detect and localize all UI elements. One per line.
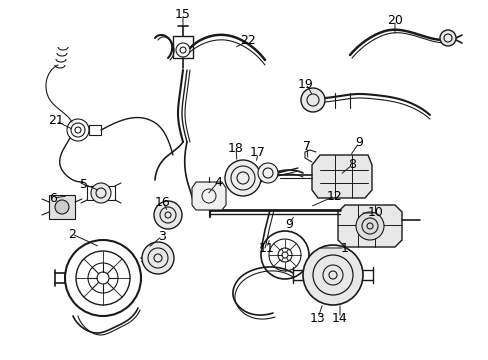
Circle shape (55, 200, 69, 214)
Polygon shape (337, 205, 401, 247)
Text: 11: 11 (259, 242, 274, 255)
Bar (173, 36, 193, 58)
Text: 13: 13 (309, 311, 325, 324)
Text: 5: 5 (80, 177, 88, 190)
Text: 9: 9 (285, 217, 292, 230)
Bar (49, 195, 75, 219)
Text: 3: 3 (158, 230, 165, 243)
Circle shape (142, 242, 174, 274)
Text: 21: 21 (48, 114, 64, 127)
Text: 16: 16 (155, 195, 170, 208)
Text: 2: 2 (68, 228, 76, 240)
Circle shape (301, 88, 325, 112)
Circle shape (154, 201, 182, 229)
Text: 19: 19 (298, 77, 313, 90)
Text: 14: 14 (331, 311, 347, 324)
Text: 4: 4 (214, 175, 222, 189)
Text: 9: 9 (354, 136, 362, 149)
Text: 8: 8 (347, 158, 355, 171)
Circle shape (355, 212, 383, 240)
Text: 15: 15 (175, 8, 190, 21)
Circle shape (439, 30, 455, 46)
Text: 6: 6 (49, 192, 57, 204)
Circle shape (224, 160, 261, 196)
Bar (87, 186, 115, 200)
Text: 1: 1 (340, 242, 348, 255)
Text: 20: 20 (386, 13, 402, 27)
Text: 12: 12 (326, 189, 342, 202)
Text: 22: 22 (240, 35, 255, 48)
Bar (89, 125, 101, 135)
Text: 10: 10 (367, 207, 383, 220)
Circle shape (91, 183, 111, 203)
Polygon shape (192, 182, 225, 210)
Text: 17: 17 (249, 147, 265, 159)
Circle shape (303, 245, 362, 305)
Circle shape (258, 163, 278, 183)
Text: 7: 7 (303, 140, 310, 153)
Text: 18: 18 (227, 141, 244, 154)
Polygon shape (311, 155, 371, 198)
